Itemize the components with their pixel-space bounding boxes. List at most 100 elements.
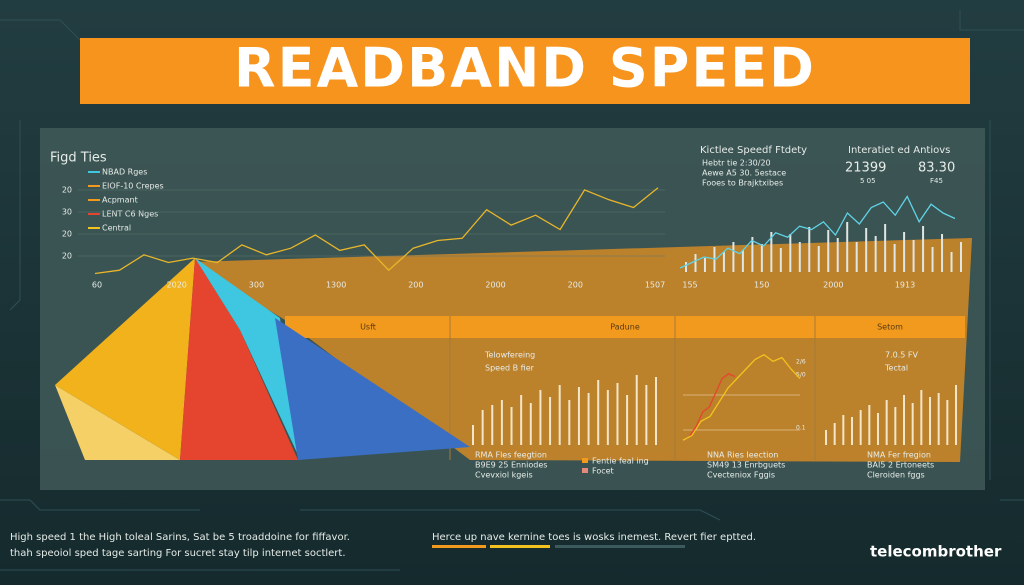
panel-footer: Cvecteniox Fggis xyxy=(707,471,775,480)
bar xyxy=(893,244,896,272)
x-tick-label: 200 xyxy=(568,281,583,290)
panel-footer: B9E9 25 Enniodes xyxy=(475,461,547,470)
bar xyxy=(817,246,820,272)
line xyxy=(679,195,956,269)
pyramid-face-gold xyxy=(55,258,195,460)
bar xyxy=(937,393,940,445)
bar xyxy=(568,400,571,445)
bar xyxy=(941,234,944,272)
section-label: Setom xyxy=(877,323,903,332)
bar xyxy=(884,224,887,272)
stat-sub: 5 05 xyxy=(860,177,876,185)
panel-footer: Cleroiden fggs xyxy=(867,471,925,480)
bar xyxy=(529,403,532,445)
bar xyxy=(920,390,923,445)
y-tick-label: 20 xyxy=(62,230,72,239)
section-bar xyxy=(285,316,965,338)
y-tick-label: 30 xyxy=(62,208,72,217)
bar xyxy=(635,375,638,445)
stat-value: 21399 xyxy=(845,161,886,176)
panel-title: Figd Ties xyxy=(50,151,107,166)
bar xyxy=(732,242,735,272)
bar xyxy=(741,250,744,272)
y-tick-label: 20 xyxy=(62,186,72,195)
line xyxy=(94,187,659,275)
stat-sub: F45 xyxy=(930,177,943,185)
x-tick-label: 2020 xyxy=(167,281,187,290)
panel-title: Telowfereing xyxy=(484,351,535,360)
stats-title: Interatiet ed Antiovs xyxy=(848,145,950,156)
legend-label: Acpmant xyxy=(102,196,138,205)
footer-bar xyxy=(432,545,486,548)
bar xyxy=(903,232,906,272)
panel-footer: SM49 13 Enrbguets xyxy=(707,461,785,470)
bar xyxy=(827,230,830,272)
bar xyxy=(825,430,827,445)
bar xyxy=(770,232,773,272)
x-tick-label: 60 xyxy=(92,281,102,290)
bar xyxy=(911,403,914,445)
bar xyxy=(931,247,934,272)
footer-bar xyxy=(555,545,685,548)
bar xyxy=(836,238,839,272)
bar xyxy=(510,407,513,445)
bar xyxy=(865,228,868,272)
bar xyxy=(922,226,925,272)
legend-label: NBAD Rges xyxy=(102,168,147,177)
x-tick-label: 155 xyxy=(682,281,697,290)
brand: telecombrother xyxy=(870,543,1002,561)
legend-label: Fentie feal ing xyxy=(592,457,649,466)
panel-footer: NMA Fer fregion xyxy=(867,451,931,460)
legend-swatch xyxy=(582,458,588,463)
bar xyxy=(877,413,879,445)
bar xyxy=(703,258,706,272)
title-banner xyxy=(80,38,970,104)
x-tick-label: 2000 xyxy=(485,281,505,290)
x-tick-label: 300 xyxy=(249,281,264,290)
wedge xyxy=(190,238,972,462)
pyramid-face-red xyxy=(180,258,298,460)
bar xyxy=(859,410,862,445)
x-tick-label: 150 xyxy=(754,281,769,290)
bar xyxy=(520,395,523,445)
footer-bar xyxy=(490,545,550,548)
panel-label: 0.1 xyxy=(796,425,806,432)
panel-footer: BAI5 2 Ertoneets xyxy=(867,461,934,470)
bar xyxy=(894,407,897,445)
legend-swatch xyxy=(582,468,588,473)
bar xyxy=(549,397,552,445)
bar xyxy=(903,395,905,445)
bar xyxy=(491,405,494,445)
x-tick-label: 200 xyxy=(408,281,423,290)
x-tick-label: 1507 xyxy=(645,281,665,290)
panel-footer: RMA Fles feegtion xyxy=(475,451,547,460)
panel-footer: Cvevxiol kgeis xyxy=(475,471,533,480)
bar xyxy=(950,252,953,272)
legend-label: LENT C6 Nges xyxy=(102,210,158,219)
panel-label: 2/6 xyxy=(796,359,806,366)
title: READBAND SPEED xyxy=(234,37,816,100)
circuit-lines xyxy=(0,10,1024,571)
section-label: Padune xyxy=(610,323,640,332)
bar xyxy=(685,262,687,272)
bar xyxy=(472,425,474,445)
bar xyxy=(500,400,503,445)
panel-footer: NNA Ries Ieection xyxy=(707,451,778,460)
bar xyxy=(955,385,957,445)
legend-label: EIOF-10 Crepes xyxy=(102,182,164,191)
bar xyxy=(751,237,754,272)
legend-label: Central xyxy=(102,224,131,233)
bar xyxy=(808,227,811,272)
bar xyxy=(946,400,949,445)
bar xyxy=(606,390,609,445)
bar xyxy=(851,417,853,445)
speed-line: Hebtr tie 2:30/20 xyxy=(702,159,771,168)
bar xyxy=(655,377,657,445)
bar xyxy=(833,423,836,445)
pyramid-face-blue xyxy=(275,318,470,460)
bar xyxy=(539,390,542,445)
x-tick-label: 2000 xyxy=(823,281,843,290)
panel-label: 5/0 xyxy=(796,372,806,379)
bar xyxy=(645,385,648,445)
